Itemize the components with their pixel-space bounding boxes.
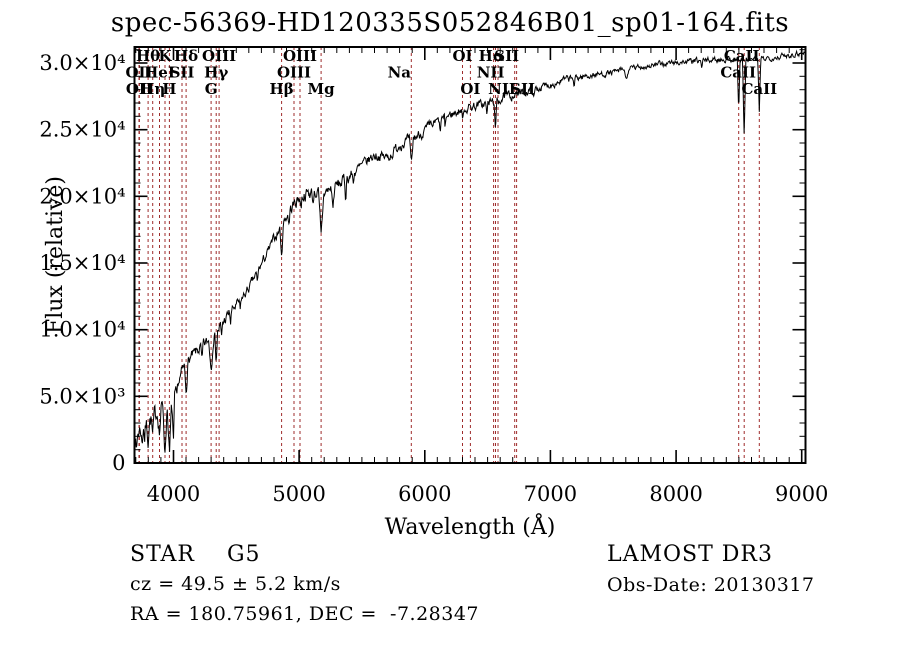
spectrum-chart: Wavelength (Å) Flux (relative) 4000 5000 6… <box>39 46 828 540</box>
spectral-line-label: K <box>158 47 172 65</box>
x-tick-label: 4000 <box>147 482 200 506</box>
spectral-line-label: SII <box>494 47 519 65</box>
x-tick-label: 8000 <box>649 482 702 506</box>
spectral-line-label: CaII <box>720 64 756 82</box>
spectral-line-label: Hα <box>479 47 505 65</box>
x-tick-label: 5000 <box>272 482 325 506</box>
spectral-line-label: CaII <box>741 80 777 98</box>
spectral-line-label: HeI <box>144 64 175 82</box>
spectral-line-label: OI <box>460 80 480 98</box>
spectral-line-label: OII <box>126 80 153 98</box>
spectral-line-label: OIII <box>283 47 317 65</box>
x-tick-label: 7000 <box>524 482 577 506</box>
spectral-line-label: H <box>162 80 176 98</box>
plot-title: spec-56369-HD120335S052846B01_sp01-164.f… <box>110 8 790 38</box>
spectral-line-label: NII <box>477 64 505 82</box>
spectral-line-label: G <box>205 80 218 98</box>
radial-velocity: cz = 49.5 ± 5.2 km/s <box>130 573 341 595</box>
spectral-line-label: Hδ <box>174 47 198 65</box>
spectral-line-label: OIII <box>277 64 311 82</box>
spectral-line-label: SII <box>170 64 195 82</box>
spectral-line-label: NII <box>488 80 516 98</box>
y-tick-label: 5.0×10³ <box>39 384 125 408</box>
y-tick-label: 2.5×10⁴ <box>39 118 125 142</box>
y-tick-label: 1.0×10⁴ <box>39 318 125 342</box>
y-tick-label: 3.0×10⁴ <box>39 51 125 75</box>
spectral-line-label: Hθ <box>136 47 160 65</box>
spectral-line-label: OII <box>125 64 152 82</box>
coordinates: RA = 180.75961, DEC = -7.28347 <box>130 603 480 625</box>
y-tick-label: 2.0×10⁴ <box>39 184 125 208</box>
x-axis-title: Wavelength (Å) <box>385 512 556 540</box>
spectral-line-label: SII <box>510 80 535 98</box>
spectral-line-label: Mg <box>308 80 336 98</box>
survey-release: LAMOST DR3 <box>607 542 773 567</box>
spectral-line-label: Na <box>388 64 412 82</box>
x-tick-label: 6000 <box>398 482 451 506</box>
spectral-line-label: Hη <box>140 80 165 98</box>
y-tick-label: 1.5×10⁴ <box>39 251 125 275</box>
chart-frame <box>133 46 807 464</box>
spectral-line-label: OIII <box>202 47 236 65</box>
spectral-line-label: OI <box>452 47 472 65</box>
obs-date: Obs-Date: 20130317 <box>607 574 815 596</box>
object-classification: STAR G5 <box>130 542 261 567</box>
y-axis-title: Flux (relative) <box>43 176 68 334</box>
x-tick-label: 9000 <box>775 482 828 506</box>
spectral-line-label: Hγ <box>204 64 228 82</box>
y-tick-label: 0 <box>112 451 125 475</box>
spectral-line-label: CaII <box>724 47 760 65</box>
spectral-line-label: Hβ <box>270 80 294 98</box>
spectrum-trace <box>134 49 806 453</box>
